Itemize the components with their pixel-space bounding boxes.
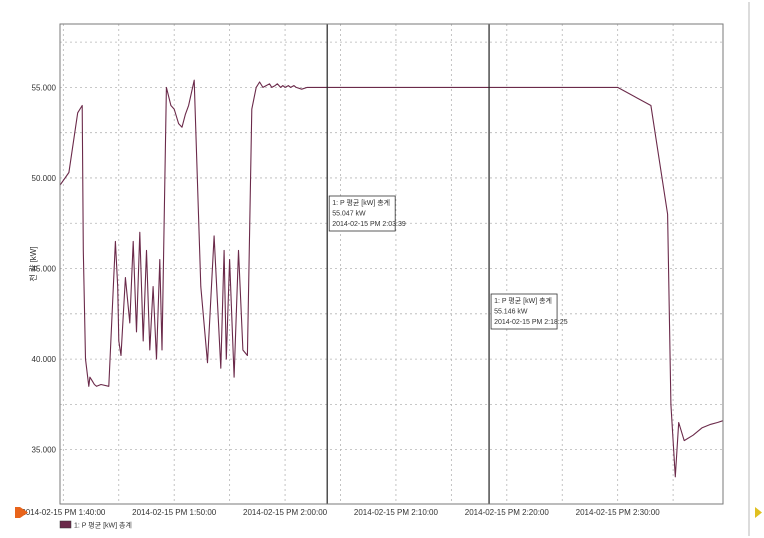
y-tick-label: 50.000: [32, 174, 57, 183]
side-scrollbar[interactable]: [748, 2, 750, 536]
series-line: [59, 79, 724, 478]
x-tick-label: 2014-02-15 PM 1:40:00: [21, 508, 106, 517]
x-tick-label: 2014-02-15 PM 2:30:00: [576, 508, 661, 517]
cursor-readout-text: 1: P 평균 [kW] 총계: [332, 198, 390, 207]
x-tick-label: 2014-02-15 PM 1:50:00: [132, 508, 217, 517]
range-start-arrow-icon[interactable]: [20, 507, 28, 518]
x-tick-label: 2014-02-15 PM 2:10:00: [354, 508, 439, 517]
y-tick-label: 40.000: [32, 355, 57, 364]
cursor-readout-text: 2014-02-15 PM 2:03:39: [332, 221, 406, 228]
cursor-readout-text: 55.047 kW: [332, 211, 366, 218]
cursor-readout-box: [490, 293, 558, 330]
grid: [60, 24, 723, 504]
y-tick-label: 35.000: [32, 446, 57, 455]
axis-layer: 35.000 40.000 45.000 50.000 55.000 2014-02-15…: [21, 83, 660, 517]
y-tick-label: 45.000: [32, 265, 57, 274]
y-tick-label: 55.000: [32, 83, 57, 92]
series-layer: [59, 79, 724, 478]
y-axis-label: 전 량 [kW]: [28, 246, 38, 281]
cursor-readout-text: 1: P 평균 [kW] 총계: [494, 296, 552, 305]
cursor-layer[interactable]: 1: P 평균 [kW] 총계 55.047 kW 2014-02-15 PM 2:…: [326, 24, 568, 504]
plot-frame: [59, 23, 724, 505]
x-tick-label: 2014-02-15 PM 2:20:00: [465, 508, 550, 517]
range-end-arrow-icon[interactable]: [755, 507, 762, 518]
range-start-marker[interactable]: [15, 507, 20, 518]
cursor-readout-text: 55.146 kW: [494, 309, 528, 316]
legend: 1: P 평균 [kW] 총계: [59, 520, 132, 530]
cursor-readout-box: [328, 195, 396, 232]
legend-label: 1: P 평균 [kW] 총계: [74, 521, 132, 530]
cursor-readout-text: 2014-02-15 PM 2:18:25: [494, 319, 568, 326]
x-tick-label: 2014-02-15 PM 2:00:00: [243, 508, 328, 517]
legend-swatch: [59, 520, 72, 529]
